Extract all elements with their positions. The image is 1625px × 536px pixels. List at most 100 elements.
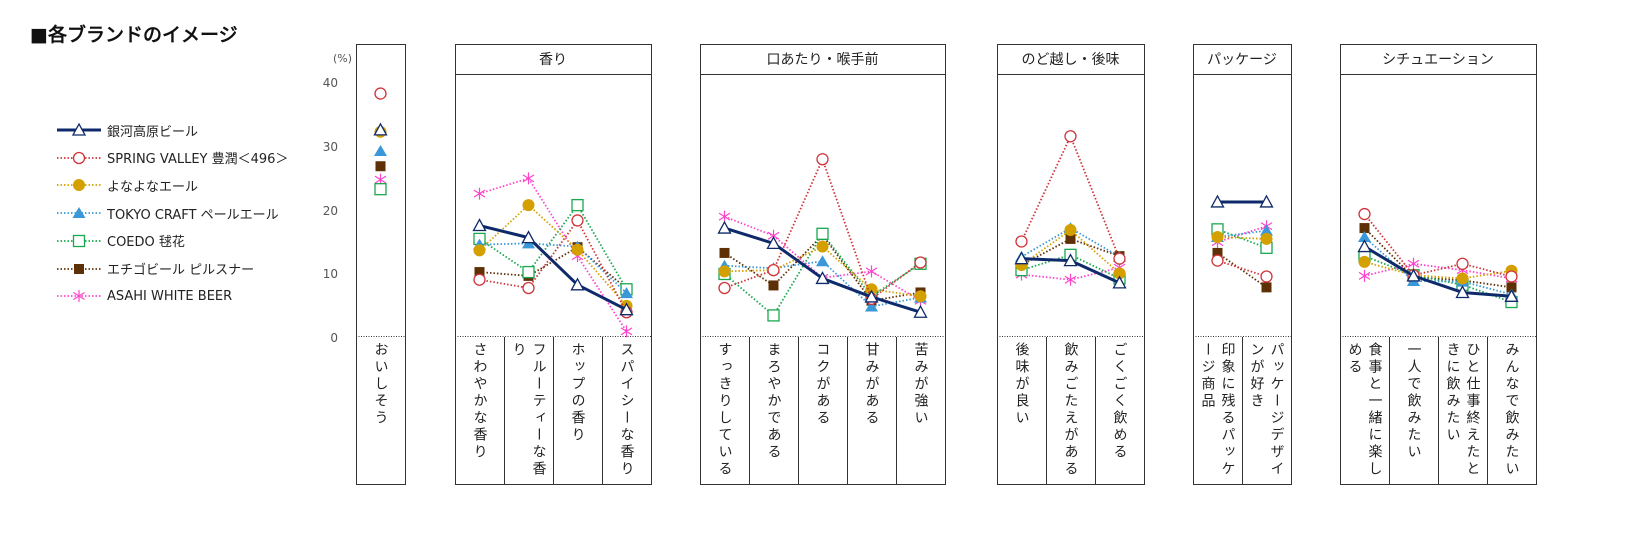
asterisk-stroke [1358, 271, 1371, 280]
legend-swatch [57, 263, 101, 274]
data-point [374, 87, 387, 100]
series-1 [374, 87, 1518, 319]
series-line-segment [1217, 236, 1267, 240]
series-line-segment [576, 204, 628, 290]
series-line-segment [479, 242, 529, 246]
category-label-cell: みんなで飲みたい [1487, 342, 1536, 482]
category-label-cell: スパイシーな香り [602, 342, 651, 482]
series-line-segment [821, 245, 873, 290]
legend-swatch [57, 123, 101, 136]
legend-swatch [57, 290, 101, 303]
series-line-segment [1462, 269, 1512, 280]
data-point [815, 271, 830, 285]
x-tick-label: すっきりしている [716, 342, 733, 478]
series-line-segment [772, 242, 824, 280]
series-line-segment [1364, 262, 1414, 277]
x-tick-label: ひと仕事終えたときに飲みたい [1444, 342, 1481, 478]
asterisk-stroke [522, 174, 535, 183]
data-point [816, 240, 829, 253]
series-line-segment [1217, 259, 1267, 278]
panel-frame [455, 44, 652, 485]
data-point [1065, 233, 1076, 244]
panel-frame [1193, 44, 1292, 485]
data-point [1260, 270, 1273, 283]
category-label-cell: ごくごく飲める [1095, 342, 1144, 482]
series-line-segment [1021, 273, 1071, 281]
series-line-segment [479, 271, 529, 277]
data-point [571, 214, 584, 227]
legend-marker [71, 123, 87, 136]
series-line-segment [478, 204, 530, 252]
data-point [767, 263, 780, 277]
data-point [718, 265, 731, 278]
legend-item: よなよなエール [55, 175, 198, 195]
series-line-segment [724, 215, 774, 237]
series-line-segment [1021, 227, 1071, 258]
series-line-segment [1413, 274, 1463, 280]
legend-label: 銀河高原ビール [107, 124, 199, 140]
series-line-segment [576, 245, 628, 294]
series-line-segment [724, 226, 774, 245]
series-line-segment [479, 278, 529, 289]
data-point [767, 309, 780, 322]
category-label-cell: 飲みごたえがある [1046, 342, 1095, 482]
data-point [1064, 130, 1077, 143]
group-title: 香り [539, 52, 567, 68]
asterisk-stroke [718, 212, 731, 221]
series-line-segment [1021, 257, 1071, 263]
panel-frame [356, 44, 406, 485]
series-line-segment [1070, 254, 1120, 280]
asterisk-stroke [1064, 275, 1077, 284]
data-point [766, 236, 781, 250]
legend-label: ASAHI WHITE BEER [107, 288, 233, 304]
asterisk-stroke [1407, 259, 1420, 268]
legend-marker [73, 290, 85, 303]
legend-swatch [57, 151, 101, 164]
data-point [1064, 223, 1077, 236]
category-label-cell: まろやかである [749, 342, 798, 482]
series-line-segment [527, 177, 579, 257]
category-label-cell: ひと仕事終えたときに飲みたい [1438, 342, 1487, 482]
data-point [522, 172, 535, 185]
x-tick-label: 後味が良い [1013, 342, 1030, 427]
data-point [522, 281, 535, 295]
data-point [717, 220, 732, 234]
data-point [374, 144, 387, 156]
data-point [619, 302, 634, 316]
legend-marker [72, 151, 86, 164]
series-line-segment [1364, 260, 1414, 277]
group-title: のど越し・後味 [1021, 52, 1120, 68]
category-label-cell: おいしそう [356, 342, 405, 482]
data-point [1357, 239, 1372, 253]
x-tick-label: みんなで飲みたい [1503, 342, 1520, 478]
x-tick-label: パッケージデザインが好き [1248, 342, 1285, 478]
series-line-segment [1413, 262, 1463, 272]
series-line-segment [479, 224, 529, 240]
x-tick-label: 食事と一緒に楽しめる [1346, 342, 1383, 478]
x-tick-label: おいしそう [372, 342, 389, 427]
series-line-segment [871, 263, 921, 298]
data-point [473, 187, 486, 200]
x-tick-label: 甘みがある [863, 342, 880, 427]
series-line-segment [1021, 238, 1071, 266]
group-title: 口あたり・喉手前 [766, 52, 879, 68]
legend-marker [72, 207, 86, 219]
series-line-segment [1413, 274, 1463, 286]
series-line-segment [871, 296, 921, 308]
series-line-segment [821, 260, 873, 308]
series-line-segment [1069, 229, 1121, 275]
category-label-cell: ホップの香り [553, 342, 602, 482]
data-point [1211, 254, 1224, 267]
series-line-segment [822, 270, 872, 279]
series-line-segment [1217, 229, 1267, 238]
series-line-segment [527, 204, 579, 251]
chart-title: ■各ブランドのイメージ [30, 24, 238, 46]
x-tick-label: ホップの香り [569, 342, 586, 444]
data-point [816, 255, 829, 267]
series-line-segment [1069, 259, 1121, 285]
legend-item: COEDO 毬花 [55, 231, 185, 251]
data-point [1504, 288, 1519, 302]
data-point [473, 273, 486, 286]
category-label-cell: 苦みが強い [896, 342, 945, 482]
